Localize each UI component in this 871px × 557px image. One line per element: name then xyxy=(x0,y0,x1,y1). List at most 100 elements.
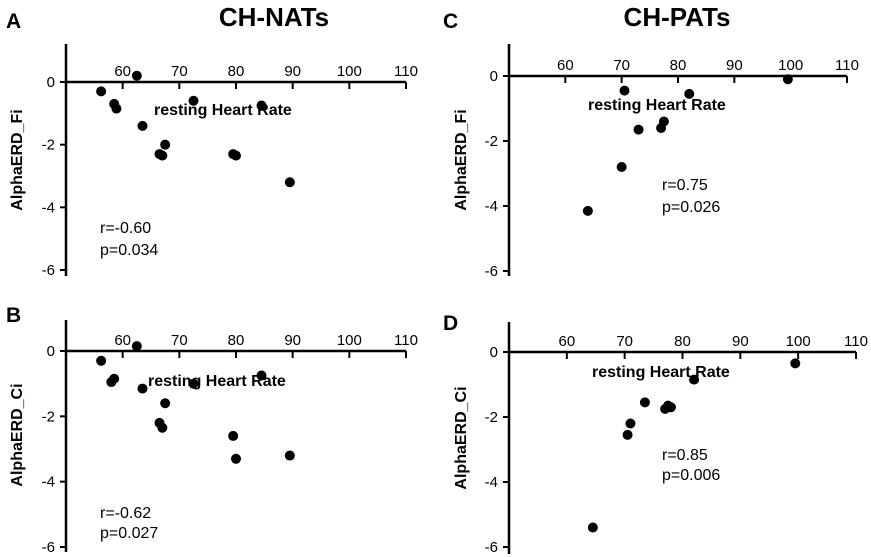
data-point-a-6 xyxy=(256,100,267,111)
data-point-b-0 xyxy=(96,355,107,366)
stat-p-c: p=0.026 xyxy=(662,199,720,216)
y-axis-label-b: AlphaERD_Ci xyxy=(9,383,26,486)
x-tick-label-b-90: 90 xyxy=(284,332,301,349)
data-point-a-3 xyxy=(111,103,122,114)
stat-r-c: r=0.75 xyxy=(662,177,708,194)
x-tick-label-b-100: 100 xyxy=(337,332,362,349)
y-axis-label-d: AlphaERD_Ci xyxy=(453,386,470,489)
data-point-c-1 xyxy=(782,74,793,85)
panel-a: A resting Heart Rate AlphaERD_Fi r=-0.60… xyxy=(6,10,418,279)
data-point-b-4 xyxy=(137,383,148,394)
y-tick-label-c--6: -6 xyxy=(485,263,498,280)
x-tick-label-b-60: 60 xyxy=(114,332,131,349)
y-tick-label-d--4: -4 xyxy=(485,474,498,491)
data-point-a-11 xyxy=(231,150,241,161)
x-tick-label-b-70: 70 xyxy=(171,332,188,349)
data-point-c-0 xyxy=(619,85,630,96)
data-point-b-10 xyxy=(228,430,239,441)
stat-p-b: p=0.027 xyxy=(100,525,158,542)
x-tick-label-a-70: 70 xyxy=(171,63,188,80)
panel-c: C resting Heart Rate AlphaERD_Fi r=0.75 … xyxy=(443,10,859,280)
stat-r-b: r=-0.62 xyxy=(100,505,151,522)
x-tick-label-a-90: 90 xyxy=(284,63,301,80)
x-axis-label-d: resting Heart Rate xyxy=(592,364,730,381)
panel-letter-d: D xyxy=(443,312,458,335)
x-tick-label-c-80: 80 xyxy=(670,57,687,74)
data-point-d-6 xyxy=(625,418,636,429)
stat-p-d: p=0.006 xyxy=(662,467,720,484)
stat-r-a: r=-0.60 xyxy=(100,220,151,237)
title-ch-pats: CH-PATs xyxy=(624,2,731,32)
x-tick-label-a-100: 100 xyxy=(337,63,362,80)
x-tick-label-b-80: 80 xyxy=(228,332,245,349)
data-point-c-7 xyxy=(582,205,593,216)
data-point-c-2 xyxy=(684,88,695,99)
data-point-d-7 xyxy=(622,429,633,440)
ticks-a: 60 70 80 90 100 110 0 -2 -4 -6 xyxy=(42,63,418,279)
data-point-a-1 xyxy=(131,70,142,81)
panel-letter-a: A xyxy=(6,10,21,33)
y-tick-label-c-0: 0 xyxy=(490,68,498,85)
data-point-b-11 xyxy=(231,453,241,464)
panel-letter-b: B xyxy=(6,304,21,327)
y-tick-label-a--6: -6 xyxy=(42,262,55,279)
data-point-c-5 xyxy=(656,123,667,133)
y-tick-label-b--6: -6 xyxy=(42,539,55,556)
points-c xyxy=(582,74,793,216)
y-tick-label-a-0: 0 xyxy=(47,74,55,91)
data-point-c-6 xyxy=(616,162,627,172)
x-axis-label-c: resting Heart Rate xyxy=(588,97,726,114)
y-tick-label-b--2: -2 xyxy=(42,408,55,425)
data-point-b-8 xyxy=(157,422,168,433)
data-point-b-3 xyxy=(106,377,117,388)
data-point-d-5 xyxy=(660,403,671,414)
panel-d: D resting Heart Rate AlphaERD_Ci r=0.85 … xyxy=(443,312,868,556)
stat-p-a: p=0.034 xyxy=(100,242,158,259)
x-tick-label-d-80: 80 xyxy=(674,333,691,350)
data-point-d-8 xyxy=(587,522,598,533)
points-b xyxy=(96,341,295,464)
x-tick-label-d-60: 60 xyxy=(558,333,575,350)
data-point-d-0 xyxy=(790,358,801,369)
stat-r-d: r=0.85 xyxy=(662,447,708,464)
y-axis-label-a: AlphaERD_Fi xyxy=(9,109,26,210)
title-ch-nats: CH-NATs xyxy=(219,2,329,32)
y-tick-label-b--4: -4 xyxy=(42,474,55,491)
points-a xyxy=(96,70,295,188)
y-tick-label-c--4: -4 xyxy=(485,198,498,215)
x-tick-label-c-60: 60 xyxy=(557,57,574,74)
data-point-a-12 xyxy=(284,177,295,188)
data-point-b-9 xyxy=(160,398,171,409)
y-tick-label-b-0: 0 xyxy=(47,343,55,360)
data-point-d-2 xyxy=(639,397,650,408)
data-point-c-3 xyxy=(633,124,644,135)
ticks-d: 60 70 80 90 100 110 0 -2 -4 -6 xyxy=(485,333,868,556)
data-point-b-12 xyxy=(284,450,295,461)
data-point-b-6 xyxy=(256,370,267,381)
x-axis-label-a: resting Heart Rate xyxy=(154,102,292,119)
x-tick-label-d-90: 90 xyxy=(732,333,749,350)
data-point-b-5 xyxy=(188,378,199,389)
x-tick-label-d-100: 100 xyxy=(786,333,811,350)
ticks-b: 60 70 80 90 100 110 0 -2 -4 -6 xyxy=(42,332,418,556)
y-tick-label-d--6: -6 xyxy=(485,539,498,556)
x-tick-label-c-100: 100 xyxy=(778,57,803,74)
data-point-a-5 xyxy=(188,95,199,106)
x-tick-label-a-60: 60 xyxy=(114,63,131,80)
y-tick-label-a--4: -4 xyxy=(42,199,55,216)
data-point-a-4 xyxy=(137,120,148,131)
y-tick-label-c--2: -2 xyxy=(485,133,498,150)
data-point-b-1 xyxy=(131,341,142,352)
data-point-d-1 xyxy=(689,374,700,385)
data-point-a-9 xyxy=(160,139,171,150)
panel-letter-c: C xyxy=(443,10,458,33)
x-tick-label-d-110: 110 xyxy=(844,333,868,350)
data-point-a-0 xyxy=(96,86,107,97)
data-point-a-8 xyxy=(157,150,168,161)
x-tick-label-b-110: 110 xyxy=(394,332,418,349)
panel-b: B resting Heart Rate AlphaERD_Ci r=-0.62… xyxy=(6,304,418,556)
y-tick-label-d-0: 0 xyxy=(490,344,498,361)
x-tick-label-c-70: 70 xyxy=(613,57,630,74)
y-tick-label-a--2: -2 xyxy=(42,137,55,154)
